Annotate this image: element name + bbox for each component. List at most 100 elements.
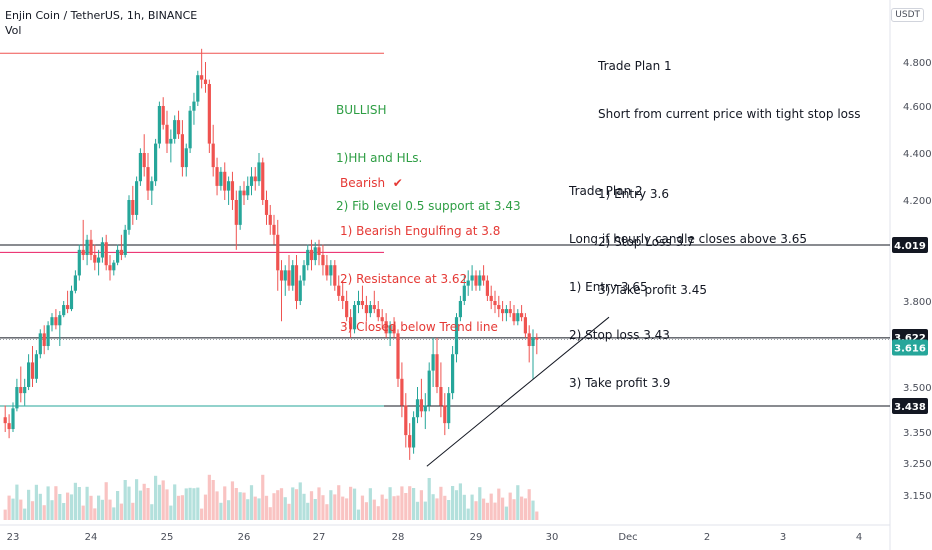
candle-body <box>497 305 501 310</box>
volume-bar <box>504 506 508 520</box>
x-tick-label: 2 <box>704 532 710 543</box>
candle-body <box>27 362 31 387</box>
candle-body <box>73 275 77 291</box>
volume-bar <box>116 491 120 520</box>
bullish-line: 1)HH and HLs. <box>336 151 423 165</box>
volume-bar <box>380 494 384 520</box>
volume-bar <box>38 493 42 520</box>
volume-bar <box>329 490 333 520</box>
volume-bar <box>19 499 23 520</box>
candle-body <box>349 317 353 330</box>
price-label-text: 3.438 <box>894 402 926 413</box>
volume-bar <box>188 487 192 520</box>
volume-bar <box>419 490 423 520</box>
volume-bar <box>264 495 269 520</box>
x-tick-label: 28 <box>392 532 405 543</box>
volume-bar <box>30 501 35 520</box>
volume-bar <box>364 502 368 520</box>
volume-bar <box>309 491 314 520</box>
volume-indicator-label[interactable]: Vol <box>5 24 22 37</box>
candle-body <box>400 378 404 406</box>
volume-bar <box>249 485 254 520</box>
volume-bar <box>46 486 50 520</box>
candle-body <box>306 249 310 266</box>
volume-bar <box>150 504 154 520</box>
plot-area <box>0 0 890 525</box>
candle-body <box>211 143 215 168</box>
candle-body <box>184 148 188 168</box>
volume-bar <box>100 499 104 520</box>
trade-plan-2-note[interactable]: Trade Plan 2 Long if hourly candle close… <box>569 151 807 407</box>
candle-body <box>227 181 231 191</box>
candle-body <box>3 417 7 424</box>
candle-body <box>508 309 512 314</box>
candle-body <box>512 313 516 322</box>
volume-bar <box>50 500 54 520</box>
volume-bar <box>81 505 85 520</box>
candle-body <box>287 270 291 286</box>
volume-bar <box>313 499 317 520</box>
trade-plan-1-note[interactable]: Trade Plan 1 Short from current price wi… <box>598 26 861 314</box>
candle-body <box>337 285 341 296</box>
volume-bar <box>176 495 181 520</box>
volume-bar <box>89 495 93 520</box>
candle-body <box>108 265 112 271</box>
x-tick-label: 3 <box>780 532 786 543</box>
volume-bar <box>478 487 482 520</box>
candle-body <box>215 167 219 186</box>
candle-body <box>7 423 11 430</box>
volume-bar <box>508 492 512 520</box>
candle-body <box>516 313 520 322</box>
candle-body <box>485 280 489 296</box>
candle-body <box>520 313 524 318</box>
candle-body <box>192 101 196 111</box>
candlesticks <box>3 48 539 460</box>
bearish-line: 3) Closed below Trend line <box>340 320 498 334</box>
volume-bar <box>203 494 208 520</box>
candle-body <box>313 247 317 261</box>
candle-body <box>127 200 131 230</box>
volume-bar <box>523 498 527 520</box>
volume-bar <box>219 502 223 520</box>
candle-body <box>161 106 165 125</box>
candle-body <box>249 176 254 186</box>
volume-bar <box>451 486 455 520</box>
candle-body <box>146 167 150 191</box>
candle-body <box>23 387 27 394</box>
candle-body <box>435 354 439 387</box>
candle-body <box>180 134 184 168</box>
volume-bar <box>337 485 341 520</box>
volume-bar <box>127 486 131 520</box>
volume-bar <box>223 486 227 520</box>
candle-body <box>203 79 208 84</box>
volume-bar <box>287 503 291 520</box>
check-icon: ✔ <box>385 176 403 190</box>
volume-bar <box>119 503 123 520</box>
candle-body <box>188 110 192 149</box>
volume-bar <box>108 499 112 520</box>
volume-bar <box>196 487 200 520</box>
volume-bar <box>138 490 142 520</box>
x-tick-label: 26 <box>238 532 251 543</box>
volume-bar <box>207 474 211 520</box>
bullish-note[interactable]: BULLISH 1)HH and HLs. 2) Fib level 0.5 s… <box>336 70 521 230</box>
volume-bar <box>341 496 345 520</box>
volume-bar <box>165 489 169 520</box>
candle-body <box>478 275 482 286</box>
candle-body <box>345 301 349 318</box>
currency-badge[interactable]: USDT <box>891 8 924 22</box>
y-tick-label: 3.500 <box>903 383 932 394</box>
volume-bar <box>238 492 242 520</box>
volume-bar <box>485 502 489 520</box>
trend-line-group[interactable] <box>426 316 610 467</box>
bearish-note[interactable]: Bearish ✔ 1) Bearish Engulfing at 3.8 2)… <box>340 143 500 351</box>
candle-body <box>364 305 368 314</box>
y-tick-label: 3.350 <box>903 428 932 439</box>
volume-bar <box>360 495 365 520</box>
volume-bar <box>400 486 404 520</box>
volume-bar <box>123 480 127 520</box>
volume-bar <box>77 487 81 520</box>
candle-body <box>104 242 108 266</box>
candle-body <box>223 171 227 191</box>
